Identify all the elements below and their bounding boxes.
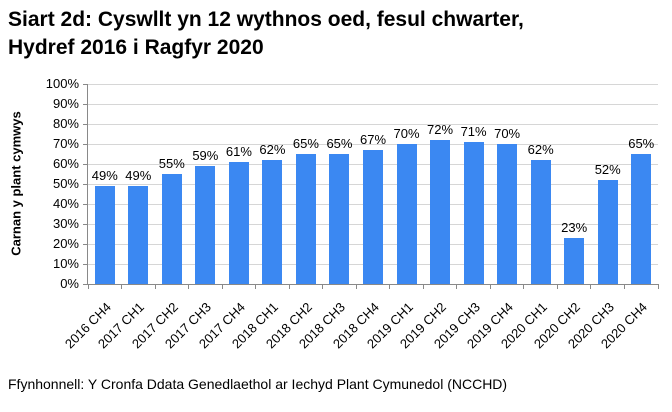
bar-value-label: 70%	[494, 126, 521, 141]
x-tick-mark	[523, 284, 525, 289]
source-note: Ffynhonnell: Y Cronfa Ddata Genedlaethol…	[8, 376, 508, 392]
bar-2019-ch3	[463, 142, 484, 284]
y-tick-mark	[83, 263, 88, 265]
bar-2020-ch2	[564, 238, 585, 284]
bar-2019-ch4	[497, 144, 518, 284]
y-tick-mark	[83, 203, 88, 205]
x-tick-mark	[556, 284, 558, 289]
bar-2018-ch4	[363, 150, 383, 284]
bar-2018-ch3	[329, 154, 350, 284]
y-tick-label: 0%	[60, 276, 79, 291]
bar-2020-ch4	[631, 154, 652, 284]
bar-value-label: 67%	[359, 132, 387, 147]
bar-2020-ch1	[530, 160, 551, 284]
y-gridline	[88, 103, 658, 105]
bar-value-label: 62%	[527, 142, 554, 157]
bar-2017-ch3	[195, 166, 216, 284]
x-tick-mark	[355, 284, 357, 289]
x-tick-mark	[188, 284, 190, 289]
y-axis-title: Carnan y plant cymwys	[8, 111, 24, 256]
x-tick-mark	[657, 284, 659, 289]
y-tick-mark	[83, 83, 88, 85]
bar-2020-ch3	[597, 180, 618, 284]
bar-value-label: 65%	[292, 136, 319, 151]
y-tick-label: 40%	[52, 196, 79, 211]
y-tick-mark	[83, 143, 88, 145]
bar-value-label: 55%	[158, 156, 185, 171]
y-gridline	[88, 83, 658, 85]
x-tick-mark	[221, 284, 223, 289]
y-tick-label: 60%	[52, 156, 79, 171]
y-tick-mark	[83, 163, 88, 165]
x-tick-mark	[121, 284, 123, 289]
y-tick-mark	[83, 183, 88, 185]
y-tick-label: 50%	[52, 176, 79, 191]
bar-2018-ch1	[262, 160, 283, 284]
x-tick-mark	[154, 284, 156, 289]
y-gridline	[88, 123, 658, 125]
x-tick-mark	[590, 284, 592, 289]
x-tick-mark	[322, 284, 324, 289]
bar-2017-ch4	[228, 162, 249, 284]
bar-value-label: 65%	[326, 136, 353, 151]
x-tick-mark	[422, 284, 424, 289]
bar-value-label: 65%	[628, 136, 655, 151]
x-tick-mark	[288, 284, 290, 289]
x-tick-mark	[456, 284, 458, 289]
chart-title-line1: Siart 2d: Cyswllt yn 12 wythnos oed, fes…	[8, 8, 524, 31]
y-tick-mark	[83, 243, 88, 245]
bar-2016-ch4	[94, 186, 115, 284]
y-tick-mark	[83, 103, 88, 105]
x-tick-mark	[623, 284, 625, 289]
bar-value-label: 23%	[561, 220, 588, 235]
x-tick-mark	[87, 284, 89, 289]
x-axis-line	[87, 284, 658, 285]
bar-2018-ch2	[295, 154, 316, 284]
x-tick-mark	[255, 284, 257, 289]
y-tick-label: 70%	[52, 136, 79, 151]
bar-value-label: 59%	[192, 148, 219, 163]
x-tick-mark	[389, 284, 391, 289]
y-tick-label: 20%	[52, 236, 79, 251]
bar-value-label: 61%	[225, 144, 252, 159]
bar-value-label: 71%	[460, 124, 487, 139]
y-tick-label: 100%	[45, 76, 79, 91]
bar-value-label: 72%	[427, 122, 454, 137]
y-tick-mark	[83, 123, 88, 125]
bar-value-label: 52%	[594, 162, 621, 177]
x-tick-mark	[489, 284, 491, 289]
bar-value-label: 62%	[259, 142, 286, 157]
bar-2017-ch1	[128, 186, 149, 284]
bar-value-label: 49%	[91, 168, 118, 183]
y-axis-line	[87, 84, 88, 285]
chart-title-line2: Hydref 2016 i Ragfyr 2020	[8, 35, 264, 59]
y-gridline	[88, 143, 658, 145]
y-tick-mark	[83, 223, 88, 225]
bar-2019-ch2	[430, 140, 451, 284]
y-tick-label: 30%	[52, 216, 79, 231]
y-tick-label: 10%	[52, 256, 79, 271]
chart-title: Siart 2d: Cyswllt yn 12 wythnos oed, fes…	[8, 6, 648, 61]
bar-2019-ch1	[396, 144, 417, 284]
bar-value-label: 49%	[125, 168, 152, 183]
y-tick-label: 90%	[52, 96, 79, 111]
bar-value-label: 70%	[393, 126, 420, 141]
bar-2017-ch2	[161, 174, 182, 284]
y-tick-label: 80%	[52, 116, 79, 131]
y-tick-mark	[83, 283, 88, 285]
